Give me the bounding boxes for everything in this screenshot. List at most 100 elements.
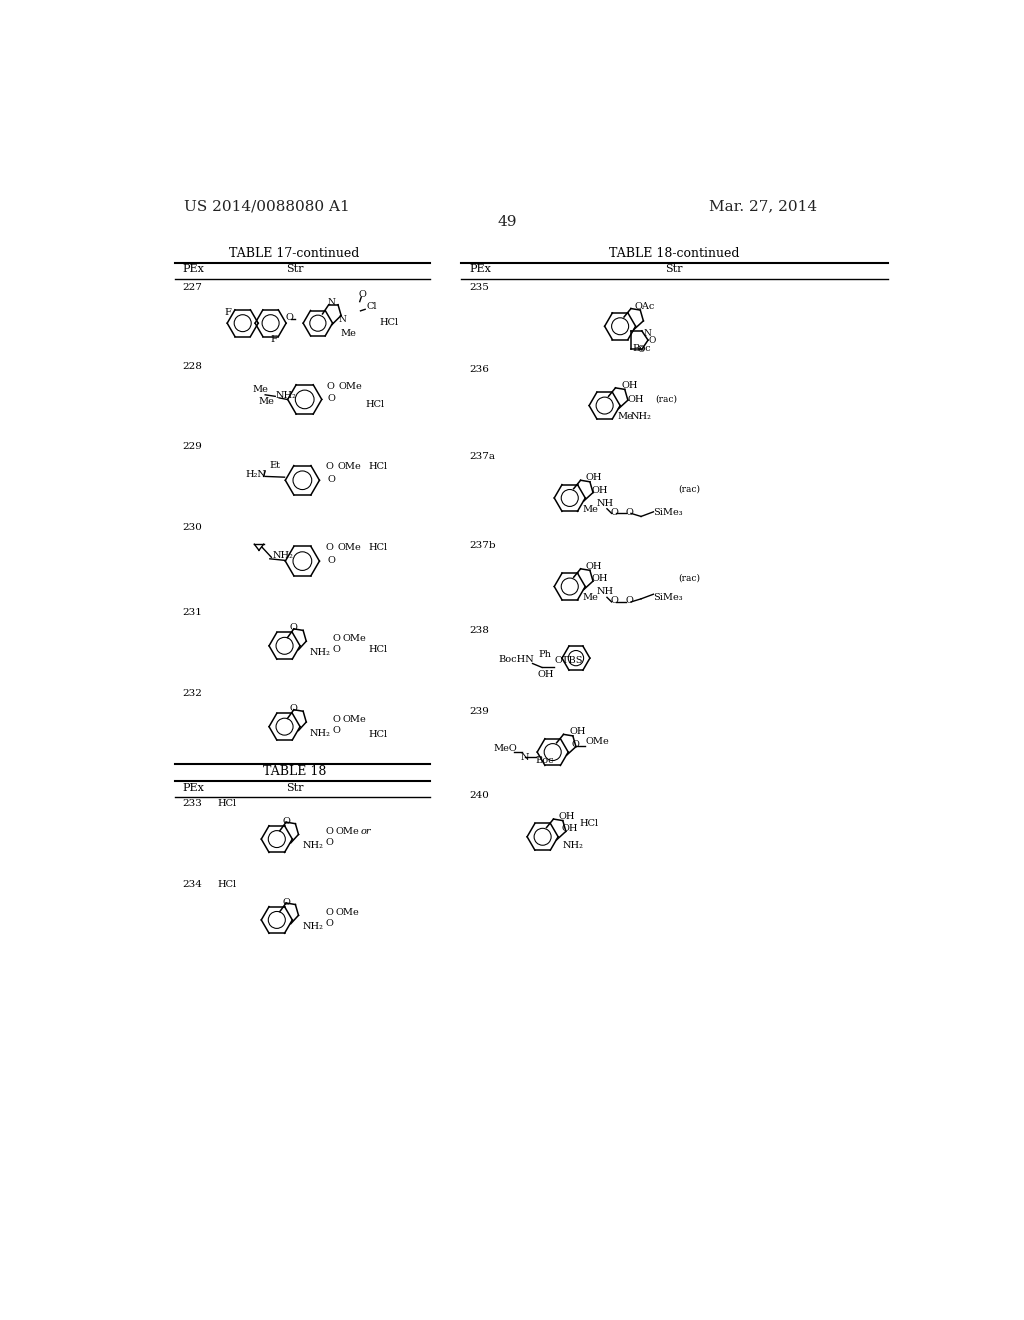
Text: 230: 230: [182, 523, 202, 532]
Text: O: O: [326, 838, 334, 847]
Text: O: O: [327, 381, 334, 391]
Text: Me: Me: [340, 329, 356, 338]
Text: OMe: OMe: [343, 634, 367, 643]
Text: Me: Me: [583, 594, 598, 602]
Text: MeO: MeO: [494, 743, 517, 752]
Text: O: O: [626, 508, 634, 517]
Text: BocHN: BocHN: [499, 655, 535, 664]
Text: 236: 236: [469, 366, 488, 375]
Text: F: F: [270, 335, 278, 343]
Text: HCl: HCl: [369, 544, 387, 552]
Text: NH₂: NH₂: [302, 841, 324, 850]
Text: Me: Me: [583, 504, 598, 513]
Text: OMe: OMe: [337, 462, 361, 471]
Text: Et: Et: [270, 461, 281, 470]
Text: Me: Me: [252, 384, 268, 393]
Text: 227: 227: [182, 282, 202, 292]
Text: O: O: [326, 462, 334, 471]
Text: Mar. 27, 2014: Mar. 27, 2014: [710, 199, 817, 214]
Text: OMe: OMe: [343, 715, 367, 725]
Text: HCl: HCl: [217, 799, 237, 808]
Text: Str: Str: [286, 264, 303, 275]
Text: NH: NH: [596, 499, 613, 508]
Text: O: O: [286, 313, 293, 322]
Text: TABLE 17-continued: TABLE 17-continued: [229, 247, 359, 260]
Text: OMe: OMe: [586, 738, 609, 746]
Text: NH: NH: [596, 587, 613, 597]
Text: OMe: OMe: [336, 908, 359, 917]
Text: O: O: [290, 623, 298, 632]
Text: OH: OH: [592, 486, 608, 495]
Text: F: F: [224, 309, 231, 318]
Text: NH₂: NH₂: [309, 729, 330, 738]
Text: O: O: [571, 739, 580, 748]
Text: 233: 233: [182, 799, 202, 808]
Text: OH: OH: [561, 825, 578, 833]
Text: O: O: [326, 828, 334, 837]
Text: 237b: 237b: [469, 541, 496, 550]
Text: Me: Me: [258, 397, 274, 407]
Text: OMe: OMe: [337, 544, 361, 552]
Text: N: N: [643, 329, 651, 338]
Text: HCl: HCl: [369, 730, 387, 739]
Text: OMe: OMe: [336, 828, 359, 837]
Text: HCl: HCl: [380, 318, 399, 327]
Text: OH: OH: [628, 395, 644, 404]
Text: (rac): (rac): [678, 484, 700, 494]
Text: HCl: HCl: [369, 645, 387, 653]
Text: OH: OH: [592, 574, 608, 583]
Text: NH₂: NH₂: [275, 391, 296, 400]
Text: O: O: [610, 597, 617, 606]
Text: OH: OH: [538, 669, 554, 678]
Text: 238: 238: [469, 626, 488, 635]
Text: O: O: [333, 645, 340, 653]
Text: O: O: [637, 346, 644, 355]
Text: 235: 235: [469, 282, 488, 292]
Text: HCl: HCl: [217, 880, 237, 888]
Text: 240: 240: [469, 791, 488, 800]
Text: O: O: [648, 337, 655, 346]
Text: O: O: [359, 290, 367, 300]
Text: 231: 231: [182, 609, 202, 616]
Text: OAc: OAc: [634, 302, 654, 312]
Text: N: N: [339, 314, 347, 323]
Text: Me: Me: [617, 412, 633, 421]
Text: TABLE 18: TABLE 18: [263, 766, 327, 779]
Text: NH₂: NH₂: [272, 550, 293, 560]
Text: 237a: 237a: [469, 453, 495, 462]
Text: 239: 239: [469, 706, 488, 715]
Text: 49: 49: [498, 215, 517, 230]
Text: Boc: Boc: [633, 345, 651, 352]
Text: O: O: [333, 726, 340, 735]
Text: O: O: [328, 475, 335, 484]
Text: H₂N: H₂N: [246, 470, 266, 479]
Text: Ph: Ph: [539, 649, 552, 659]
Text: O: O: [326, 544, 334, 552]
Text: NH₂: NH₂: [631, 412, 652, 421]
Text: O: O: [610, 508, 617, 517]
Text: TABLE 18-continued: TABLE 18-continued: [609, 247, 739, 260]
Text: Boc: Boc: [536, 756, 554, 764]
Text: NH₂: NH₂: [309, 648, 330, 657]
Text: NH₂: NH₂: [302, 923, 324, 931]
Text: N: N: [328, 298, 335, 306]
Text: 229: 229: [182, 442, 202, 451]
Text: HCl: HCl: [366, 400, 384, 409]
Text: N: N: [520, 752, 528, 762]
Text: US 2014/0088080 A1: US 2014/0088080 A1: [183, 199, 349, 214]
Text: Str: Str: [286, 783, 303, 792]
Text: OH: OH: [586, 474, 602, 482]
Text: OH: OH: [586, 562, 602, 570]
Text: NH₂: NH₂: [563, 841, 584, 850]
Text: PEx: PEx: [182, 783, 204, 792]
Text: O: O: [333, 634, 340, 643]
Text: or: or: [360, 828, 371, 837]
Text: O: O: [328, 393, 336, 403]
Text: (rac): (rac): [655, 395, 677, 404]
Text: 228: 228: [182, 362, 202, 371]
Text: O: O: [326, 908, 334, 917]
Text: OH: OH: [558, 812, 574, 821]
Text: SiMe₃: SiMe₃: [653, 594, 683, 602]
Text: 234: 234: [182, 880, 202, 888]
Text: OMe: OMe: [339, 381, 362, 391]
